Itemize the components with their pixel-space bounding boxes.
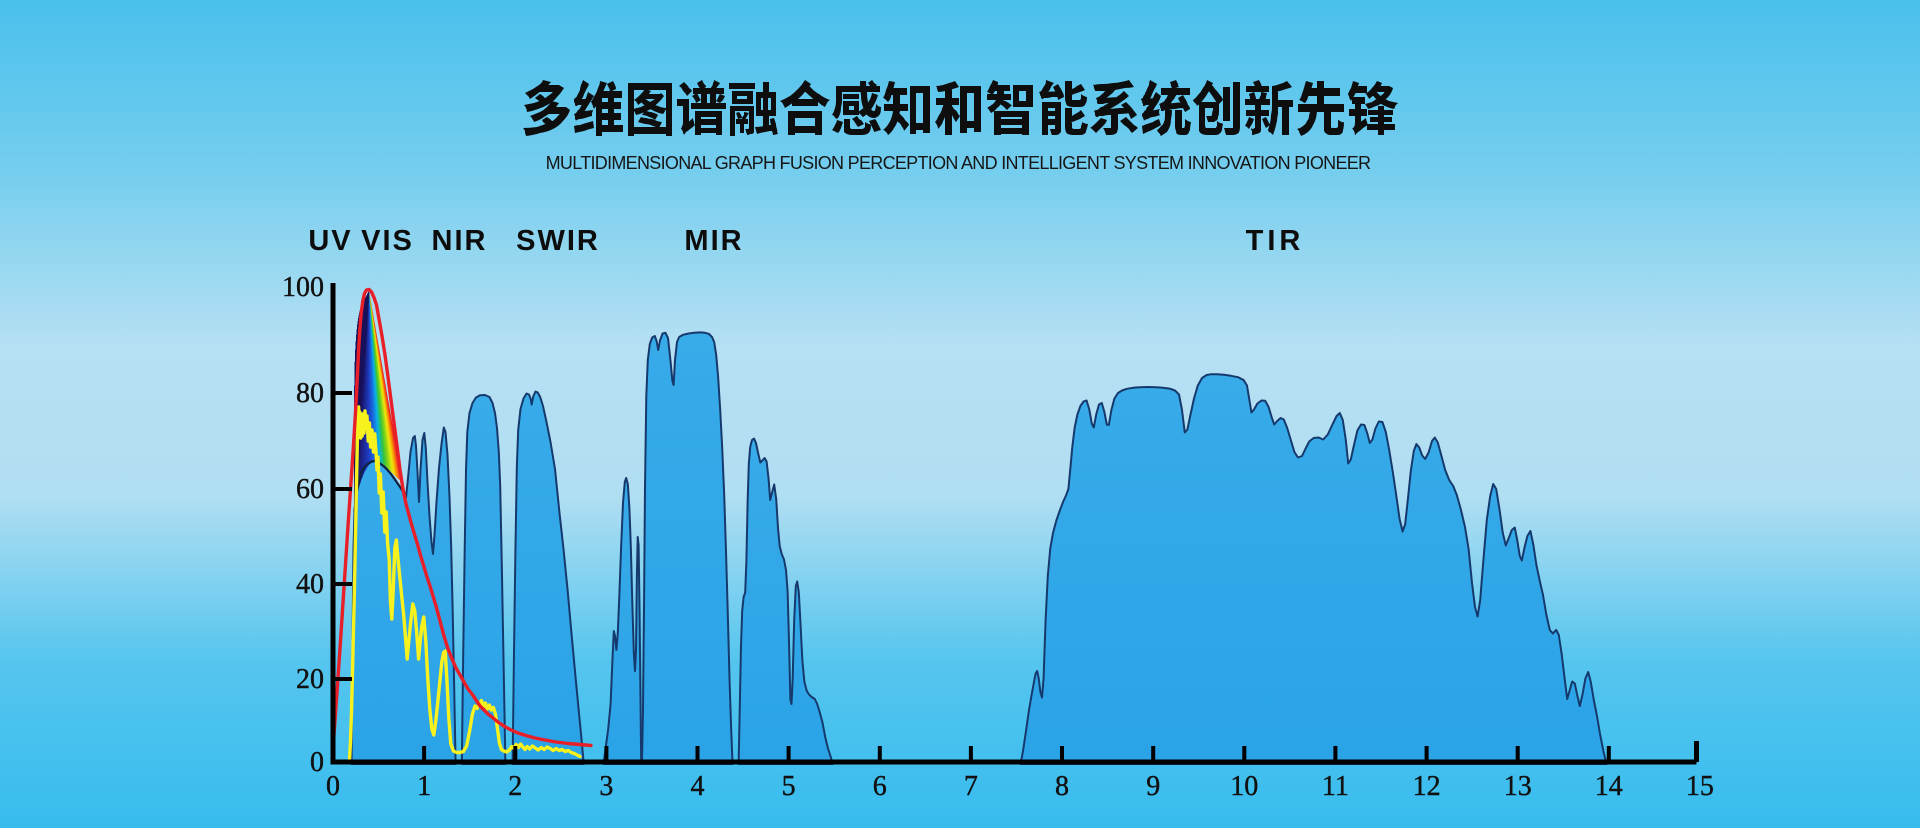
svg-text:4: 4: [691, 771, 705, 802]
svg-text:15: 15: [1686, 771, 1714, 802]
svg-text:9: 9: [1146, 771, 1160, 802]
svg-text:80: 80: [296, 378, 324, 409]
svg-text:MIR: MIR: [684, 225, 743, 257]
svg-text:NIR: NIR: [432, 225, 488, 257]
svg-text:100: 100: [282, 272, 324, 303]
svg-text:14: 14: [1595, 771, 1623, 802]
svg-text:5: 5: [782, 771, 796, 802]
svg-text:1: 1: [417, 771, 431, 802]
svg-text:13: 13: [1504, 771, 1532, 802]
svg-text:60: 60: [296, 474, 324, 505]
svg-text:VIS: VIS: [361, 225, 414, 257]
svg-text:TIR: TIR: [1246, 225, 1305, 257]
svg-text:40: 40: [296, 569, 324, 600]
svg-text:11: 11: [1322, 771, 1349, 802]
svg-text:7: 7: [964, 771, 978, 802]
svg-text:UV: UV: [308, 225, 352, 257]
svg-text:12: 12: [1413, 771, 1441, 802]
svg-text:0: 0: [310, 747, 324, 778]
svg-text:2: 2: [508, 771, 522, 802]
svg-text:0: 0: [326, 771, 340, 802]
svg-text:6: 6: [873, 771, 887, 802]
svg-text:20: 20: [296, 664, 324, 695]
svg-text:SWIR: SWIR: [516, 225, 600, 257]
svg-text:10: 10: [1230, 771, 1258, 802]
svg-text:MULTIDIMENSIONAL GRAPH FUSION: MULTIDIMENSIONAL GRAPH FUSION PERCEPTION…: [546, 153, 1371, 173]
svg-text:3: 3: [599, 771, 613, 802]
svg-text:8: 8: [1055, 771, 1069, 802]
